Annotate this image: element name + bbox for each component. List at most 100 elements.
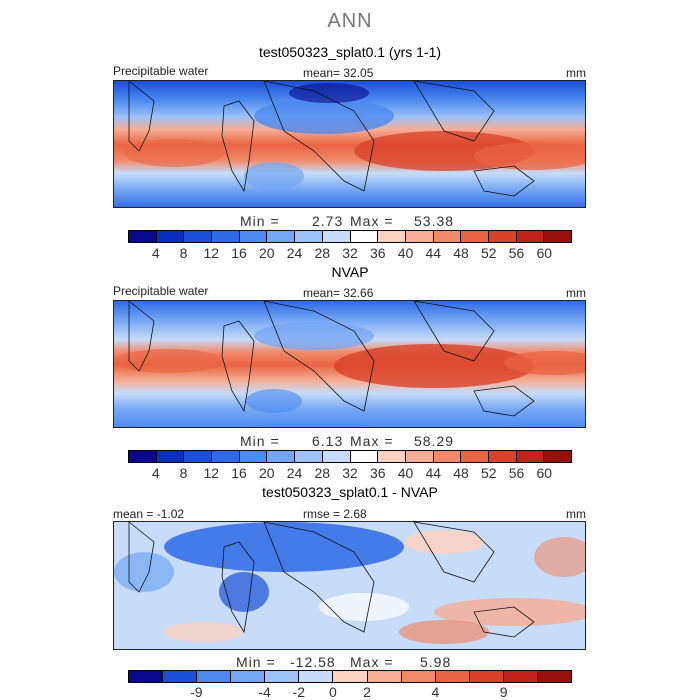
colorbar-tick-label: 12 (203, 465, 220, 481)
panel-2-title: NVAP (331, 264, 369, 280)
panel-3-min-label: Min = (236, 654, 276, 670)
colorbar-segment (156, 451, 185, 462)
colorbar-segment (184, 451, 213, 462)
colorbar-segment (129, 671, 164, 682)
panel-3-max-label: Max = (350, 654, 394, 670)
colorbar-tick-label: -9 (190, 684, 203, 700)
colorbar-tick-label: 20 (258, 245, 275, 261)
colorbar-tick-label: 16 (231, 245, 247, 261)
colorbar-tick-label: 16 (231, 465, 247, 481)
colorbar-segment (537, 671, 572, 682)
panel-2-min-label: Min = (240, 433, 280, 449)
colorbar-tick-label: 4 (151, 245, 160, 261)
colorbar-segment (378, 231, 406, 242)
colorbar-tick-label: 12 (203, 245, 220, 261)
colorbar-segment (265, 671, 300, 682)
colorbar-tick-label: 20 (258, 465, 275, 481)
colorbar-segment (156, 231, 185, 242)
panel-1-max-value: 53.38 (414, 213, 455, 229)
colorbar-segment (405, 231, 434, 242)
panel-2-max-label: Max = (350, 433, 394, 449)
panel-2-colorbar (128, 450, 572, 463)
colorbar-segment (367, 671, 402, 682)
panel-2-map (113, 300, 586, 428)
panel-1-title: test050323_splat0.1 (yrs 1-1) (258, 44, 442, 60)
panel-3-units-label: mm (566, 507, 586, 521)
colorbar-tick-label: 24 (286, 465, 303, 481)
colorbar-tick-label: 8 (179, 245, 188, 261)
panel-3-rmse-label: rmse = 2.68 (303, 507, 367, 521)
colorbar-tick-label: 9 (499, 684, 508, 700)
colorbar-tick-label: 32 (342, 245, 358, 261)
colorbar-segment (239, 451, 268, 462)
colorbar-tick-label: 8 (179, 465, 188, 481)
colorbar-segment (184, 231, 213, 242)
panel-1-min-label: Min = (240, 213, 280, 229)
panel-3-map (113, 521, 586, 650)
colorbar-segment (488, 231, 517, 242)
panel-2-max-value: 58.29 (414, 433, 455, 449)
colorbar-tick-label: 2 (363, 684, 371, 700)
colorbar-tick-label: -4 (258, 684, 271, 700)
colorbar-segment (469, 671, 504, 682)
colorbar-tick-label: 56 (508, 245, 525, 261)
colorbar-segment (295, 231, 323, 242)
panel-2-colorbar-ticks: 4 8 12 16 20 24 28 32 36 40 44 48 52 56 60 (128, 465, 572, 481)
colorbar-segment (197, 671, 232, 682)
colorbar-tick-label: 44 (425, 465, 442, 481)
colorbar-segment (544, 451, 571, 462)
colorbar-tick-label: 48 (453, 245, 469, 261)
figure-title: ANN (327, 10, 373, 32)
colorbar-tick-label: 40 (397, 465, 414, 481)
colorbar-segment (129, 231, 157, 242)
colorbar-segment (435, 671, 470, 682)
colorbar-tick-label: 44 (425, 245, 442, 261)
panel-3-heatmap (114, 522, 585, 649)
panel-1-mean-label: mean= 32.05 (303, 66, 374, 80)
panel-1-colorbar-ticks: 4 8 12 16 20 24 28 32 36 40 44 48 52 56 60 (128, 245, 572, 261)
colorbar-segment (433, 231, 462, 242)
colorbar-tick-label: 24 (286, 245, 303, 261)
colorbar-segment (267, 231, 296, 242)
colorbar-tick-label: 28 (314, 465, 331, 481)
colorbar-segment (163, 671, 198, 682)
panel-1-min-value: 2.73 (312, 213, 344, 229)
colorbar-segment (322, 231, 351, 242)
colorbar-segment (299, 671, 334, 682)
panel-2-mean-label: mean= 32.66 (303, 286, 374, 300)
panel-3-mean-label: mean = -1.02 (113, 507, 185, 521)
colorbar-segment (544, 231, 571, 242)
colorbar-segment (350, 231, 379, 242)
colorbar-tick-label: 56 (508, 465, 525, 481)
panel-2-units-label: mm (566, 286, 586, 300)
colorbar-segment (488, 451, 517, 462)
colorbar-segment (129, 451, 157, 462)
colorbar-segment (405, 451, 434, 462)
colorbar-tick-label: 36 (369, 245, 386, 261)
colorbar-segment (322, 451, 351, 462)
colorbar-segment (461, 451, 489, 462)
colorbar-tick-label: 40 (397, 245, 414, 261)
colorbar-segment (333, 671, 368, 682)
panel-3-min-value: -12.58 (290, 654, 336, 670)
colorbar-tick-label: 28 (314, 245, 331, 261)
colorbar-tick-label: 4 (151, 465, 160, 481)
panel-2-min-value: 6.13 (312, 433, 344, 449)
colorbar-segment (212, 231, 240, 242)
colorbar-segment (433, 451, 462, 462)
colorbar-segment (231, 671, 266, 682)
colorbar-segment (350, 451, 379, 462)
panel-1-units-label: mm (566, 66, 586, 80)
colorbar-segment (267, 451, 296, 462)
colorbar-tick-label: 48 (453, 465, 469, 481)
panel-2-variable-label: Precipitable water (113, 284, 209, 298)
colorbar-tick-label: 32 (342, 465, 358, 481)
colorbar-segment (212, 451, 240, 462)
panel-1-max-label: Max = (350, 213, 394, 229)
colorbar-segment (516, 451, 545, 462)
colorbar-segment (461, 231, 489, 242)
panel-1-variable-label: Precipitable water (113, 64, 209, 78)
colorbar-tick-label: 52 (480, 245, 497, 261)
panel-3-colorbar (128, 670, 572, 683)
colorbar-tick-label: 4 (431, 684, 440, 700)
